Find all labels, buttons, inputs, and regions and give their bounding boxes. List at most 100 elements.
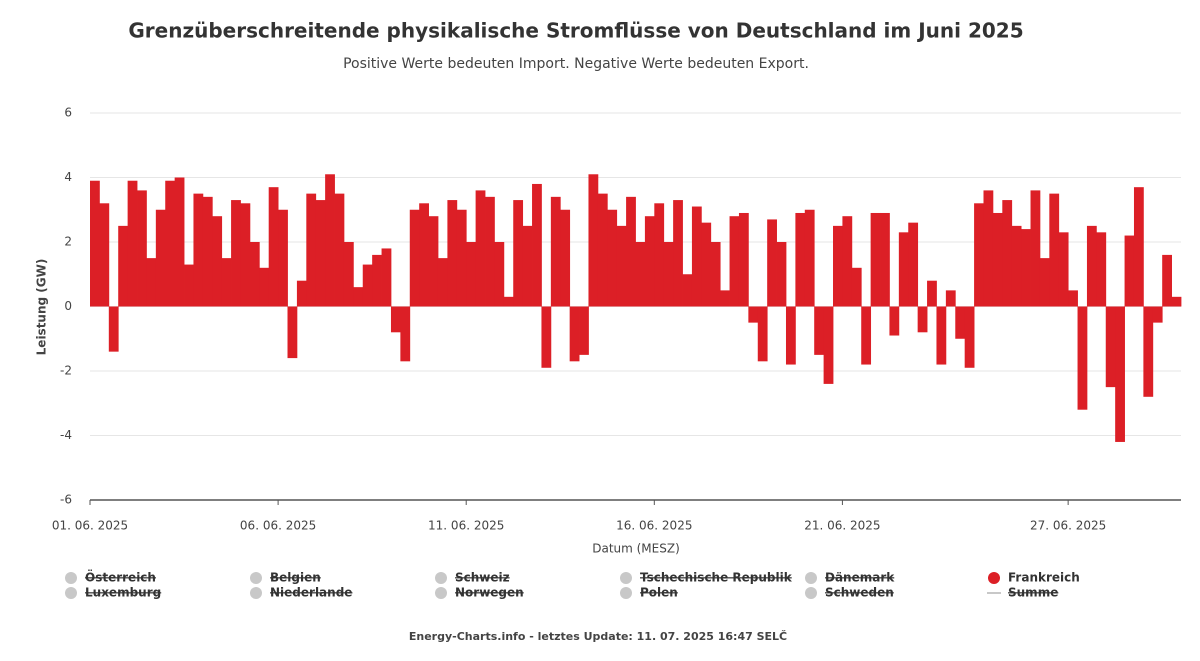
bar	[776, 242, 787, 307]
legend-marker	[435, 587, 447, 599]
legend-label[interactable]: Belgien	[270, 571, 321, 585]
bar	[588, 174, 599, 307]
footer: Energy-Charts.info - letztes Update: 11.…	[409, 630, 787, 643]
bar	[880, 212, 890, 307]
bar	[757, 306, 768, 362]
legend-label[interactable]: Luxemburg	[85, 586, 161, 600]
bar	[663, 242, 674, 307]
bar	[400, 306, 411, 362]
bar	[992, 212, 1003, 307]
bar	[550, 196, 561, 307]
bar	[437, 258, 448, 307]
legend-label[interactable]: Frankreich	[1008, 571, 1080, 585]
bar	[579, 306, 589, 355]
bar	[1077, 306, 1088, 410]
bar	[701, 222, 712, 307]
bar	[1068, 290, 1078, 307]
bar	[569, 306, 580, 362]
bar	[974, 203, 984, 307]
bar	[616, 225, 627, 307]
bar	[710, 242, 721, 307]
bar	[945, 290, 956, 307]
bar	[212, 216, 223, 307]
legend-label[interactable]: Niederlande	[270, 586, 352, 600]
bar	[870, 212, 881, 307]
legend-label[interactable]: Tschechische Republik	[640, 571, 793, 585]
bar	[381, 248, 392, 307]
bar	[964, 306, 975, 368]
bar	[673, 200, 683, 307]
x-tick-label: 01. 06. 2025	[52, 519, 128, 533]
legend-label[interactable]: Schweiz	[455, 571, 510, 585]
bar	[729, 216, 740, 307]
bar	[691, 206, 702, 307]
legend-label[interactable]: Polen	[640, 586, 678, 600]
bar	[221, 258, 232, 307]
bar	[1049, 193, 1060, 307]
bar	[249, 242, 260, 307]
bar	[315, 200, 326, 307]
bar	[1124, 235, 1135, 307]
legend-marker	[988, 572, 1000, 584]
bar	[795, 212, 806, 307]
legend-label[interactable]: Norwegen	[455, 586, 524, 600]
bar	[560, 209, 571, 307]
bar	[475, 190, 486, 307]
y-tick-label: -2	[60, 364, 72, 378]
bar	[278, 209, 288, 307]
x-tick-label: 11. 06. 2025	[428, 519, 504, 533]
bar	[748, 306, 759, 323]
y-tick-label: -6	[60, 493, 72, 507]
bar	[466, 242, 477, 307]
x-axis-label: Datum (MESZ)	[592, 542, 680, 556]
bar	[861, 306, 872, 365]
bar	[268, 187, 279, 307]
bar	[118, 225, 129, 307]
x-tick-label: 27. 06. 2025	[1030, 519, 1106, 533]
bar	[334, 193, 345, 307]
chart-title: Grenzüberschreitende physikalische Strom…	[128, 19, 1023, 43]
series-bars	[90, 174, 1182, 442]
legend-label[interactable]: Summe	[1008, 586, 1058, 600]
bar	[720, 290, 730, 307]
bar	[1105, 306, 1116, 388]
bar	[174, 177, 185, 307]
bar	[447, 200, 458, 307]
bar	[635, 242, 646, 307]
bar	[259, 267, 270, 307]
y-axis-label: Leistung (GW)	[35, 259, 49, 356]
bar	[202, 196, 213, 307]
bar	[193, 193, 204, 307]
bar	[240, 203, 251, 307]
bar	[1143, 306, 1154, 397]
bar	[814, 306, 825, 355]
bar	[908, 222, 919, 307]
legend-label[interactable]: Österreich	[85, 570, 156, 585]
bar	[522, 225, 533, 307]
bar	[644, 216, 655, 307]
legend-label[interactable]: Schweden	[825, 586, 894, 600]
legend-marker	[620, 587, 632, 599]
bar	[1086, 225, 1097, 307]
bar	[127, 180, 138, 307]
legend-label[interactable]: Dänemark	[825, 571, 895, 585]
y-tick-label: 4	[64, 170, 72, 184]
bar	[184, 264, 194, 307]
bar	[607, 209, 618, 307]
bar	[409, 209, 420, 307]
legend-marker	[805, 587, 817, 599]
bar	[1011, 225, 1022, 307]
bar	[927, 280, 937, 307]
bar	[362, 264, 373, 307]
bar	[419, 203, 429, 307]
bar	[785, 306, 796, 365]
bar	[390, 306, 401, 333]
legend-marker	[805, 572, 817, 584]
x-tick-label: 06. 06. 2025	[240, 519, 316, 533]
x-tick-label: 16. 06. 2025	[616, 519, 692, 533]
legend-marker	[250, 587, 262, 599]
bar	[1115, 306, 1125, 442]
bar	[804, 209, 815, 307]
bar	[851, 267, 862, 307]
